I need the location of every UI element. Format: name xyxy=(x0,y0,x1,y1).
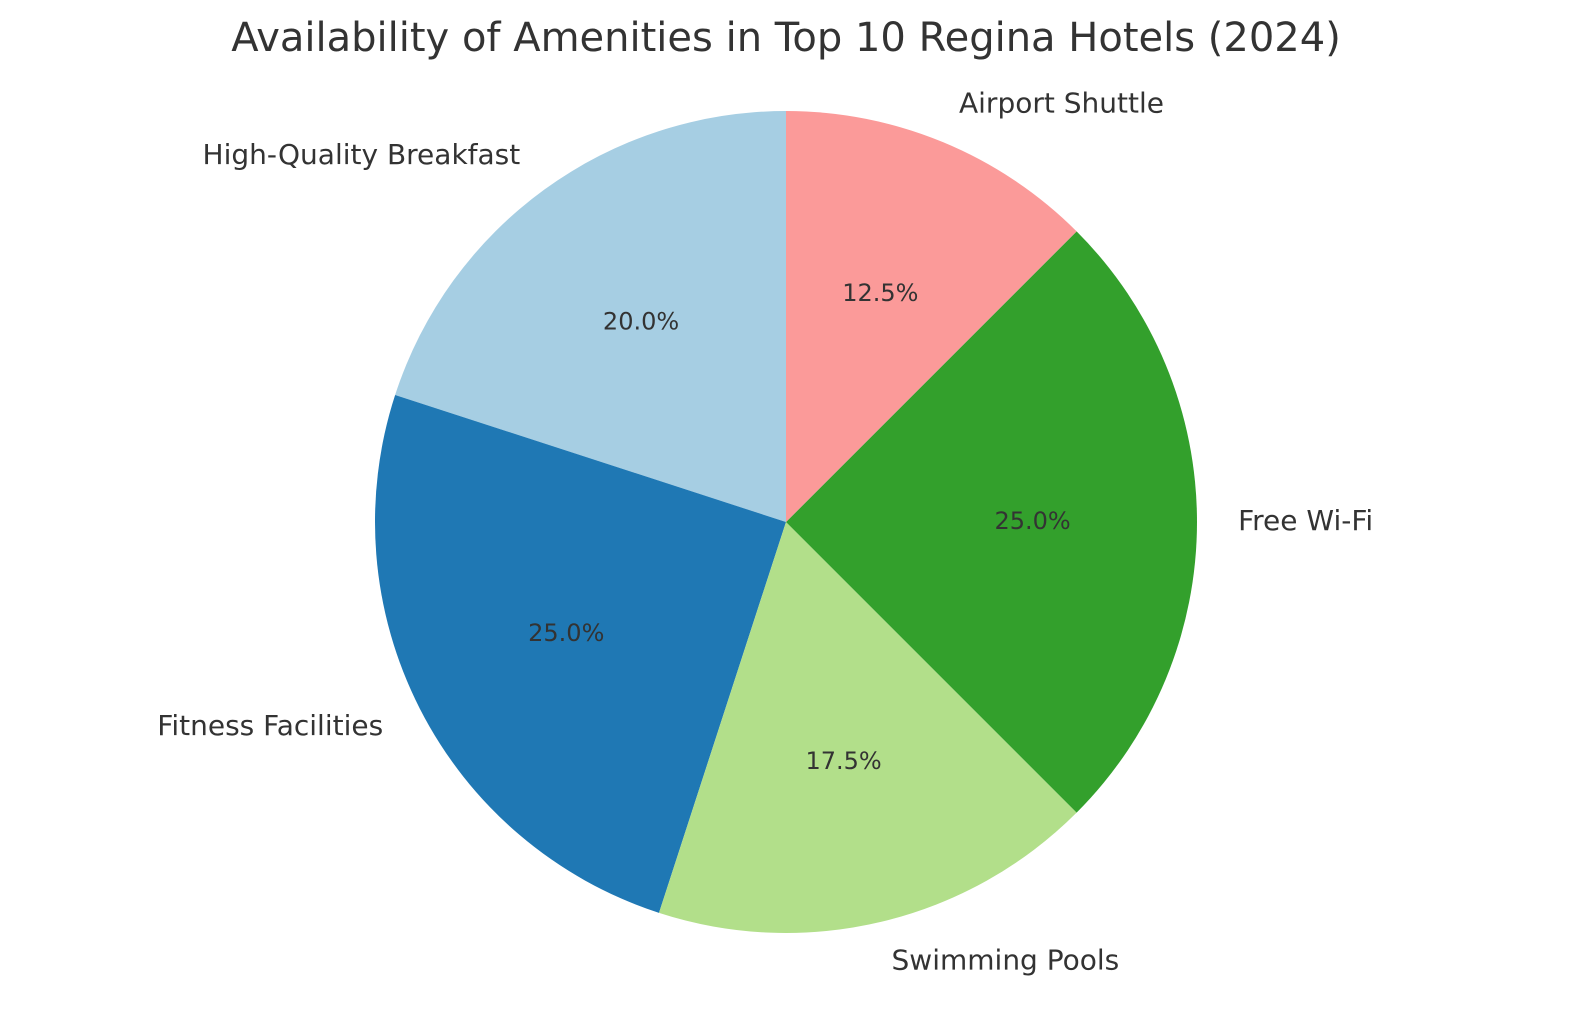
value-label: 25.0% xyxy=(528,619,604,647)
pie-slice xyxy=(375,394,786,913)
slice-label: Free Wi-Fi xyxy=(1238,504,1373,537)
value-label: 12.5% xyxy=(842,279,918,307)
value-label: 17.5% xyxy=(805,747,881,775)
slice-label: Fitness Facilities xyxy=(157,709,383,742)
pie-slice xyxy=(658,522,1077,933)
pie-slice xyxy=(786,111,1077,522)
pie-slice xyxy=(786,231,1197,813)
slice-label: Airport Shuttle xyxy=(959,86,1164,119)
value-label: 25.0% xyxy=(994,507,1070,535)
slice-label: High-Quality Breakfast xyxy=(203,138,521,171)
chart-title: Availability of Amenities in Top 10 Regi… xyxy=(231,15,1341,61)
slice-label: Swimming Pools xyxy=(892,944,1120,977)
pie-slice xyxy=(395,111,786,522)
value-label: 20.0% xyxy=(603,307,679,335)
